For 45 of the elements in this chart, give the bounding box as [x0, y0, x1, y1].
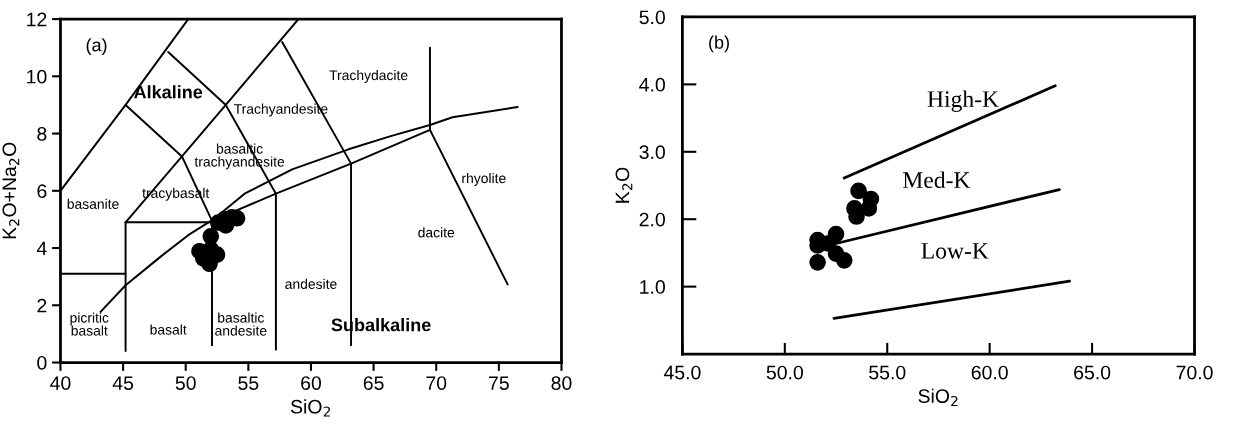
annotation: Low-K — [921, 243, 989, 259]
x-axis-title: SiO$_{2}$ — [918, 388, 958, 407]
x-tick-label: 70.0 — [1176, 365, 1213, 380]
y-tick-label: 3.0 — [639, 145, 665, 160]
annotation: Alkaline — [134, 85, 203, 99]
annotation: (a) — [86, 38, 107, 55]
y-tick-label: 2.0 — [639, 212, 665, 227]
x-tick-label: 80 — [551, 376, 572, 390]
annotation: picritic basalt — [70, 312, 109, 336]
annotation: Trachydacite — [329, 69, 408, 83]
annotation: basalt — [150, 324, 187, 335]
x-axis-title: SiO$_{2}$ — [290, 399, 330, 417]
x-tick-label: 40 — [50, 376, 71, 390]
x-tick-label: 60.0 — [971, 365, 1008, 380]
y-tick-label: 1.0 — [640, 280, 665, 294]
y-axis-title: K$_{2}$O+Na$_{2}$O — [2, 142, 20, 239]
x-tick-label: 50 — [175, 376, 196, 390]
annotation: andesite — [285, 278, 337, 289]
x-tick-label: 55 — [238, 376, 259, 390]
y-tick-label: 0 — [37, 355, 47, 370]
y-tick-label: 4 — [36, 241, 47, 256]
x-tick-label: 75 — [489, 376, 509, 390]
y-tick-label: 2 — [37, 298, 47, 313]
annotation: rhyolite — [462, 172, 506, 186]
annotation: basanite — [67, 198, 119, 209]
x-tick-label: 45 — [112, 376, 134, 390]
x-tick-label: 65 — [363, 376, 384, 390]
x-tick-label: 55.0 — [869, 365, 906, 380]
annotation: Med-K — [902, 171, 971, 189]
annotation: High-K — [927, 90, 999, 112]
y-tick-label: 10 — [27, 69, 47, 84]
y-tick-label: 4.0 — [639, 77, 665, 92]
y-tick-label: 5.0 — [639, 10, 665, 25]
y-axis-title: K$_{2}$O — [615, 167, 633, 203]
y-tick-label: 12 — [27, 12, 47, 27]
x-tick-label: 70 — [426, 376, 447, 390]
y-tick-label: 6 — [37, 184, 47, 199]
x-tick-label: 45.0 — [663, 365, 701, 380]
annotation: (b) — [709, 35, 729, 53]
x-tick-label: 65.0 — [1074, 365, 1111, 380]
y-tick-label: 8 — [37, 127, 47, 141]
x-tick-label: 50.0 — [766, 365, 803, 380]
annotation: dacite — [418, 227, 455, 238]
x-tick-label: 60 — [301, 376, 322, 390]
annotation: basaltic andesite — [215, 312, 267, 336]
